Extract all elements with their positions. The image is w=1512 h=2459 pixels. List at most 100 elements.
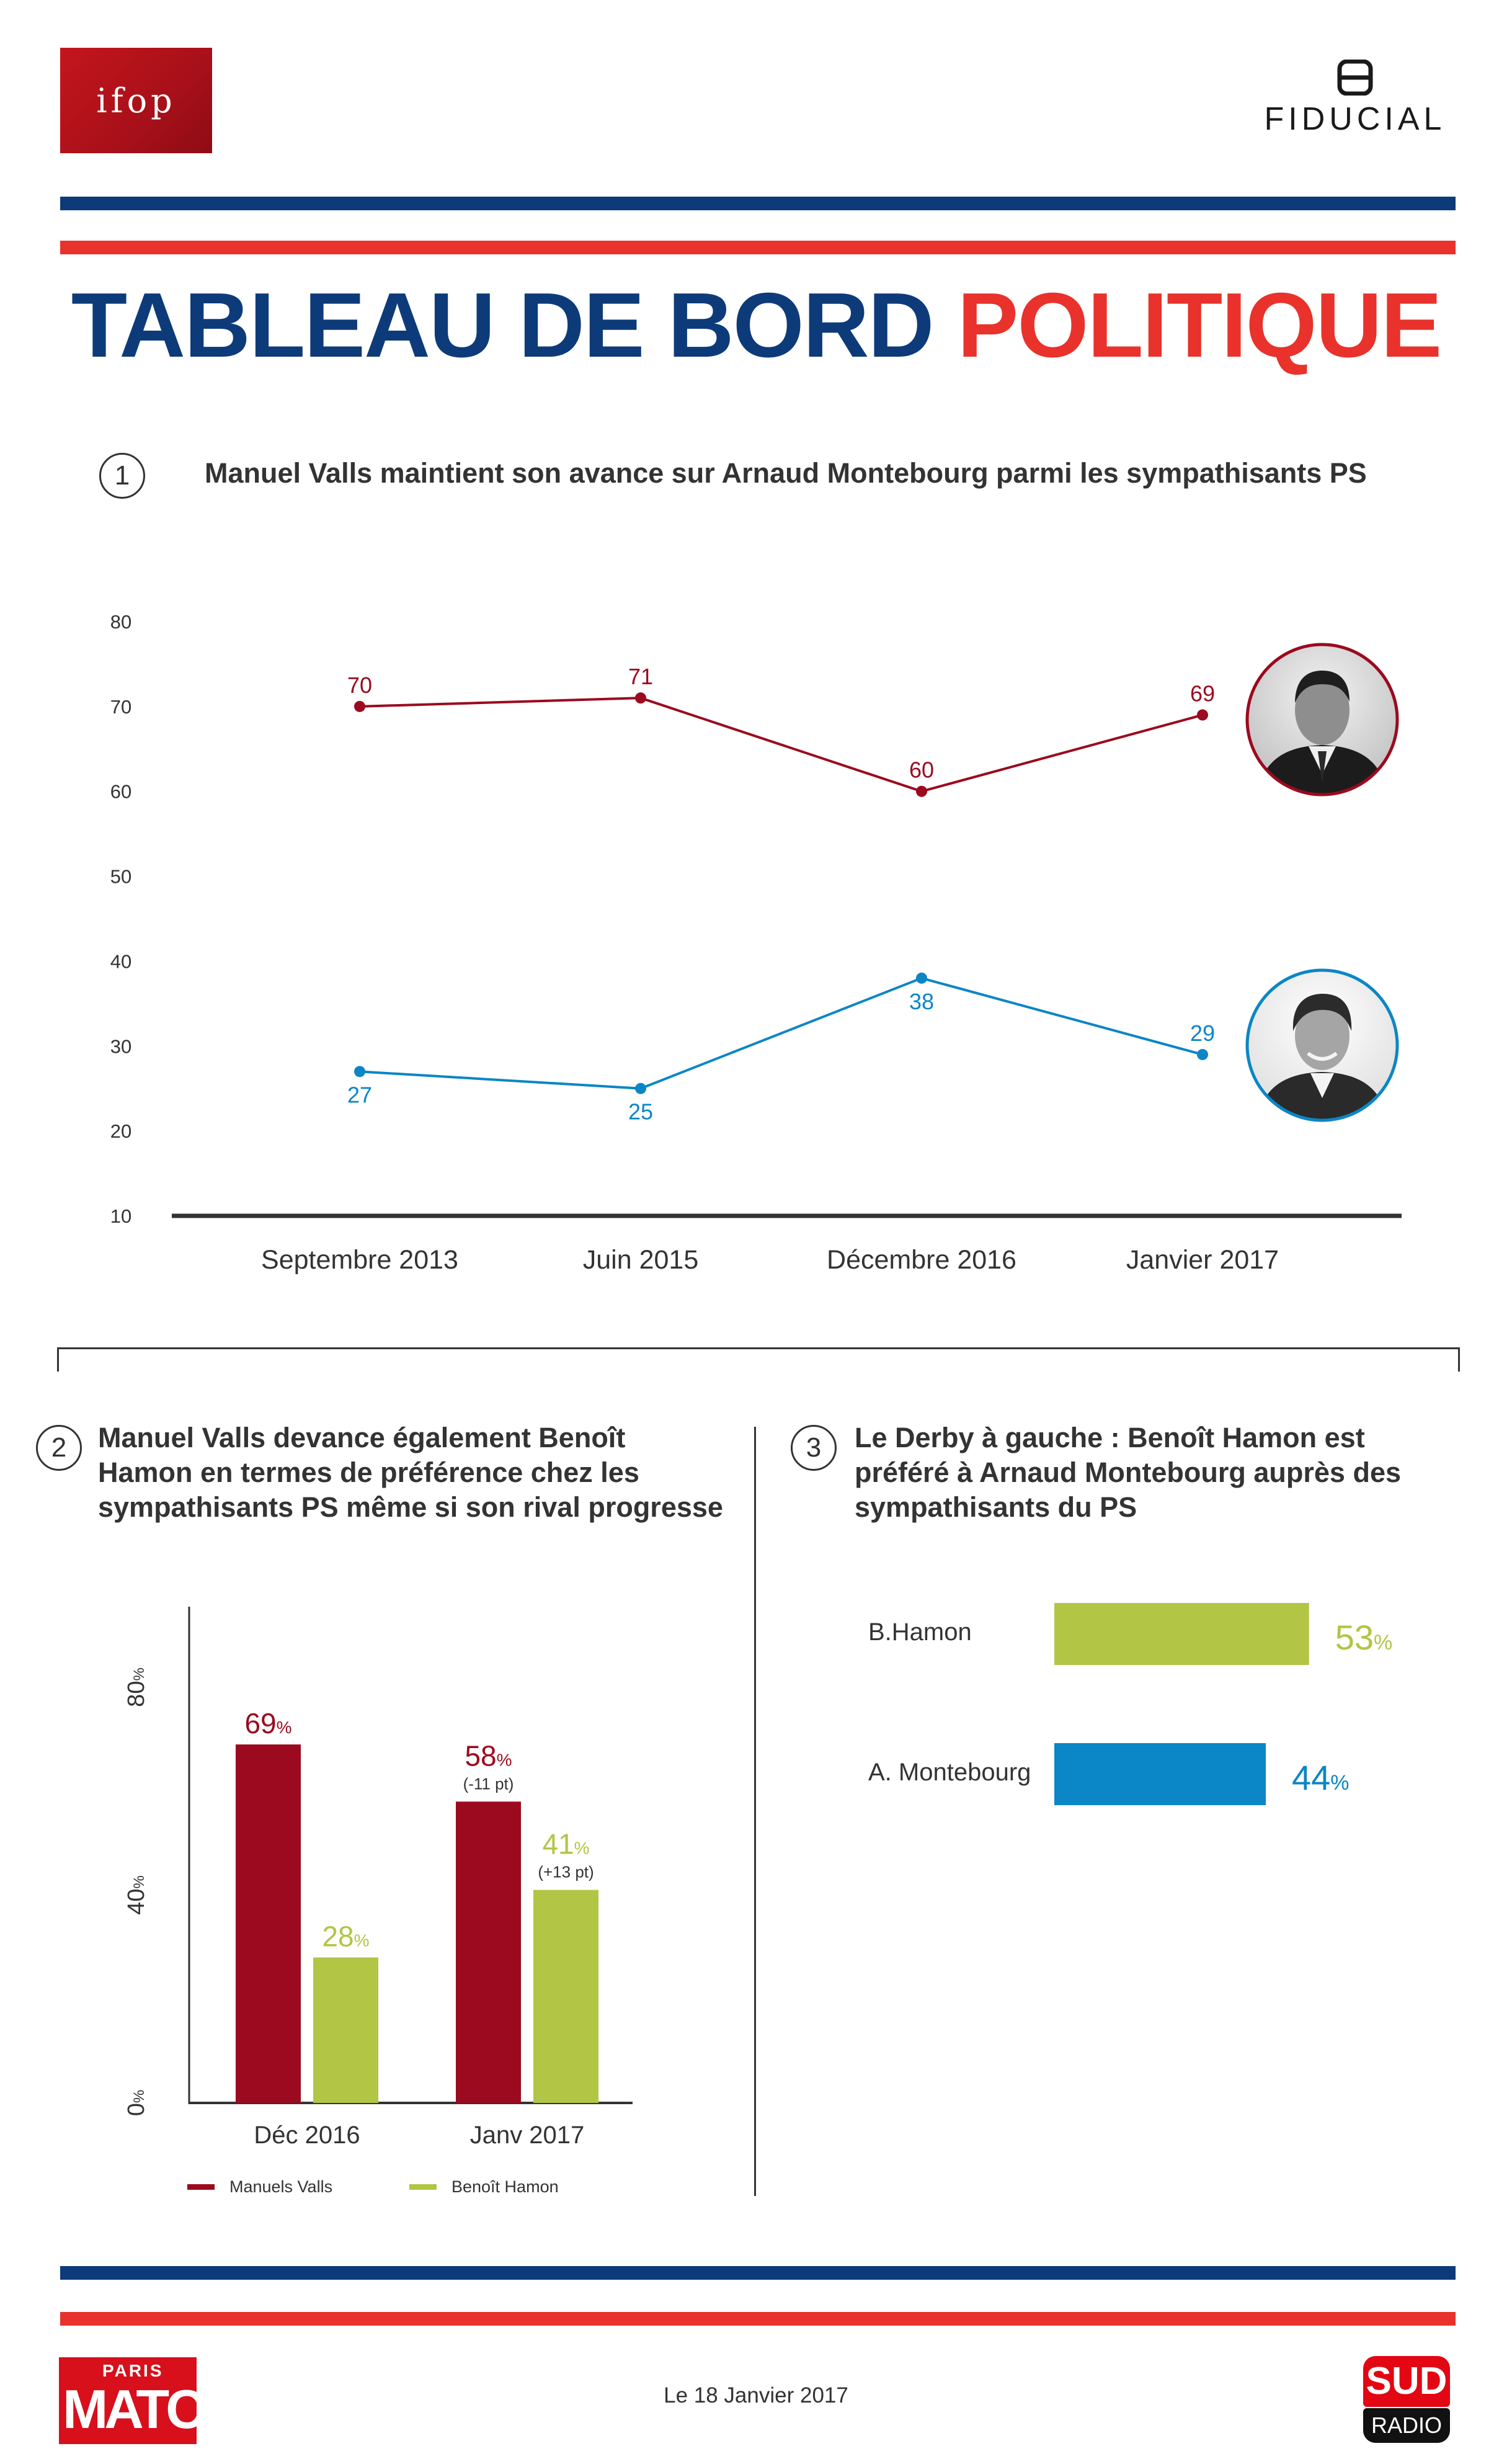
ifop-logo-text: ifop	[96, 81, 176, 120]
hbar	[1054, 1603, 1309, 1665]
data-label: 27	[347, 1082, 372, 1107]
paris-match-logo: PARIS MATCH	[59, 2357, 241, 2444]
paris-match-main: MATCH	[63, 2378, 241, 2440]
y-tick-label: 10	[110, 1205, 131, 1227]
section-separator	[754, 1427, 756, 2196]
data-label: 69	[1190, 681, 1215, 707]
section1-number-badge: 1	[99, 453, 145, 499]
section3-number-badge: 3	[791, 1425, 837, 1471]
legend-valls: Manuels Valls	[187, 2177, 332, 2197]
bar	[236, 1744, 301, 2103]
y-tick-label: 30	[110, 1035, 131, 1057]
legend-hamon-swatch	[409, 2184, 437, 2190]
fiducial-mark-icon	[1337, 59, 1373, 96]
data-label: 29	[1190, 1020, 1215, 1046]
data-point	[635, 692, 646, 704]
page-title-part2: POLITIQUE	[957, 274, 1443, 377]
sud-radio-logo: SUD RADIO	[1358, 2356, 1452, 2444]
section2-title: Manuel Valls devance également Benoît Ha…	[98, 1421, 723, 1525]
x-category-label: Janv 2017	[470, 2122, 585, 2149]
data-point	[916, 972, 927, 984]
section2-title-line: Manuel Valls devance également Benoît	[98, 1422, 626, 1453]
section3-number: 3	[806, 1432, 822, 1463]
section3-title-line: préféré à Arnaud Montebourg auprès des	[855, 1457, 1401, 1488]
data-point	[354, 1066, 365, 1078]
footer-date: Le 18 Janvier 2017	[664, 2383, 848, 2408]
bar-value-label: 28%	[322, 1921, 369, 1953]
bar-change-label: (-11 pt)	[463, 1774, 514, 1793]
page-title-part1: TABLEAU DE BORD	[71, 274, 935, 377]
bottom-band-red	[60, 2312, 1456, 2326]
hbar-value-label: 53%	[1335, 1618, 1393, 1657]
legend-valls-label: Manuels Valls	[229, 2177, 333, 2196]
svg-text:80%: 80%	[123, 1667, 149, 1707]
legend-valls-swatch	[187, 2184, 215, 2190]
y-tick-label: 80%	[123, 1667, 149, 1707]
x-category-label: Septembre 2013	[261, 1245, 458, 1275]
top-band-navy	[60, 197, 1456, 210]
section3-title: Le Derby à gauche : Benoît Hamon est pré…	[855, 1421, 1401, 1525]
section2-title-line: sympathisants PS même si son rival progr…	[98, 1491, 723, 1523]
data-label: 71	[628, 664, 653, 689]
hbar-category-label: B.Hamon	[868, 1618, 972, 1646]
legend-hamon: Benoît Hamon	[409, 2177, 559, 2197]
bar	[533, 1890, 598, 2103]
bar	[313, 1957, 378, 2103]
bar-value-label: 69%	[244, 1707, 291, 1739]
y-tick-label: 20	[110, 1120, 131, 1142]
y-tick-label: 40%	[123, 1875, 149, 1915]
section2-number: 2	[51, 1432, 67, 1463]
horizontal-bar-chart: B.Hamon 53% A. Montebourg 44%	[868, 1603, 1393, 1805]
bar-chart: 0% 40% 80% Déc 2016 69% 28% Janv 2017 58% (-11 p…	[123, 1607, 633, 2149]
data-label: 70	[347, 672, 372, 698]
y-tick-label: 60	[110, 781, 131, 803]
y-tick-label: 80	[110, 611, 131, 633]
portrait-valls	[1243, 641, 1401, 801]
section2-number-badge: 2	[36, 1425, 82, 1471]
bar-value-label: 58%	[465, 1739, 512, 1772]
data-point	[1197, 709, 1208, 721]
svg-text:0%: 0%	[123, 2090, 149, 2116]
section1-number: 1	[114, 460, 130, 491]
hbar-value-label: 44%	[1292, 1758, 1350, 1797]
data-point	[635, 1082, 646, 1094]
sud-radio-top: SUD	[1363, 2356, 1450, 2407]
data-label: 25	[628, 1099, 653, 1125]
fiducial-wordmark: FIDUCIAL	[1264, 101, 1446, 137]
x-category-label: Décembre 2016	[827, 1245, 1016, 1275]
series-line	[359, 697, 1203, 793]
bar-value-label: 41%	[542, 1828, 589, 1860]
top-band-red	[60, 241, 1456, 254]
hbar	[1054, 1743, 1266, 1805]
section-divider-bracket	[57, 1347, 1460, 1372]
y-tick-label: 50	[110, 866, 131, 888]
y-tick-label: 0%	[123, 2090, 149, 2116]
legend-hamon-label: Benoît Hamon	[451, 2177, 559, 2196]
hbar-category-label: A. Montebourg	[868, 1759, 1031, 1786]
ifop-logo: ifop	[60, 48, 212, 153]
data-point	[1197, 1048, 1208, 1060]
x-category-label: Janvier 2017	[1126, 1245, 1279, 1275]
data-label: 38	[909, 989, 934, 1014]
page-title: TABLEAU DE BORD POLITIQUE	[0, 273, 1512, 378]
fiducial-logo: FIDUCIAL	[1253, 59, 1457, 153]
section2-title-line: Hamon en termes de préférence chez les	[98, 1457, 639, 1488]
data-point	[354, 700, 365, 712]
section1-title: Manuel Valls maintient son avance sur Ar…	[205, 457, 1367, 489]
y-tick-label: 70	[110, 696, 131, 718]
y-tick-label: 40	[110, 950, 131, 972]
svg-text:40%: 40%	[123, 1875, 149, 1915]
series-line	[359, 976, 1203, 1090]
sud-radio-bottom: RADIO	[1363, 2408, 1450, 2443]
x-category-label: Déc 2016	[254, 2122, 360, 2149]
line-chart: 80 70 60 50 40 30 20 10 Septembre 2013 Juin 2015 D…	[110, 611, 1402, 1275]
data-label: 60	[909, 757, 934, 783]
bar-change-label: (+13 pt)	[538, 1863, 594, 1881]
data-point	[916, 785, 927, 797]
bottom-band-navy	[60, 2266, 1456, 2280]
section3-title-line: sympathisants du PS	[855, 1491, 1137, 1523]
section3-title-line: Le Derby à gauche : Benoît Hamon est	[855, 1422, 1365, 1453]
portrait-montebourg	[1243, 966, 1401, 1127]
paris-match-top: PARIS	[102, 2361, 164, 2380]
x-category-label: Juin 2015	[583, 1245, 699, 1275]
